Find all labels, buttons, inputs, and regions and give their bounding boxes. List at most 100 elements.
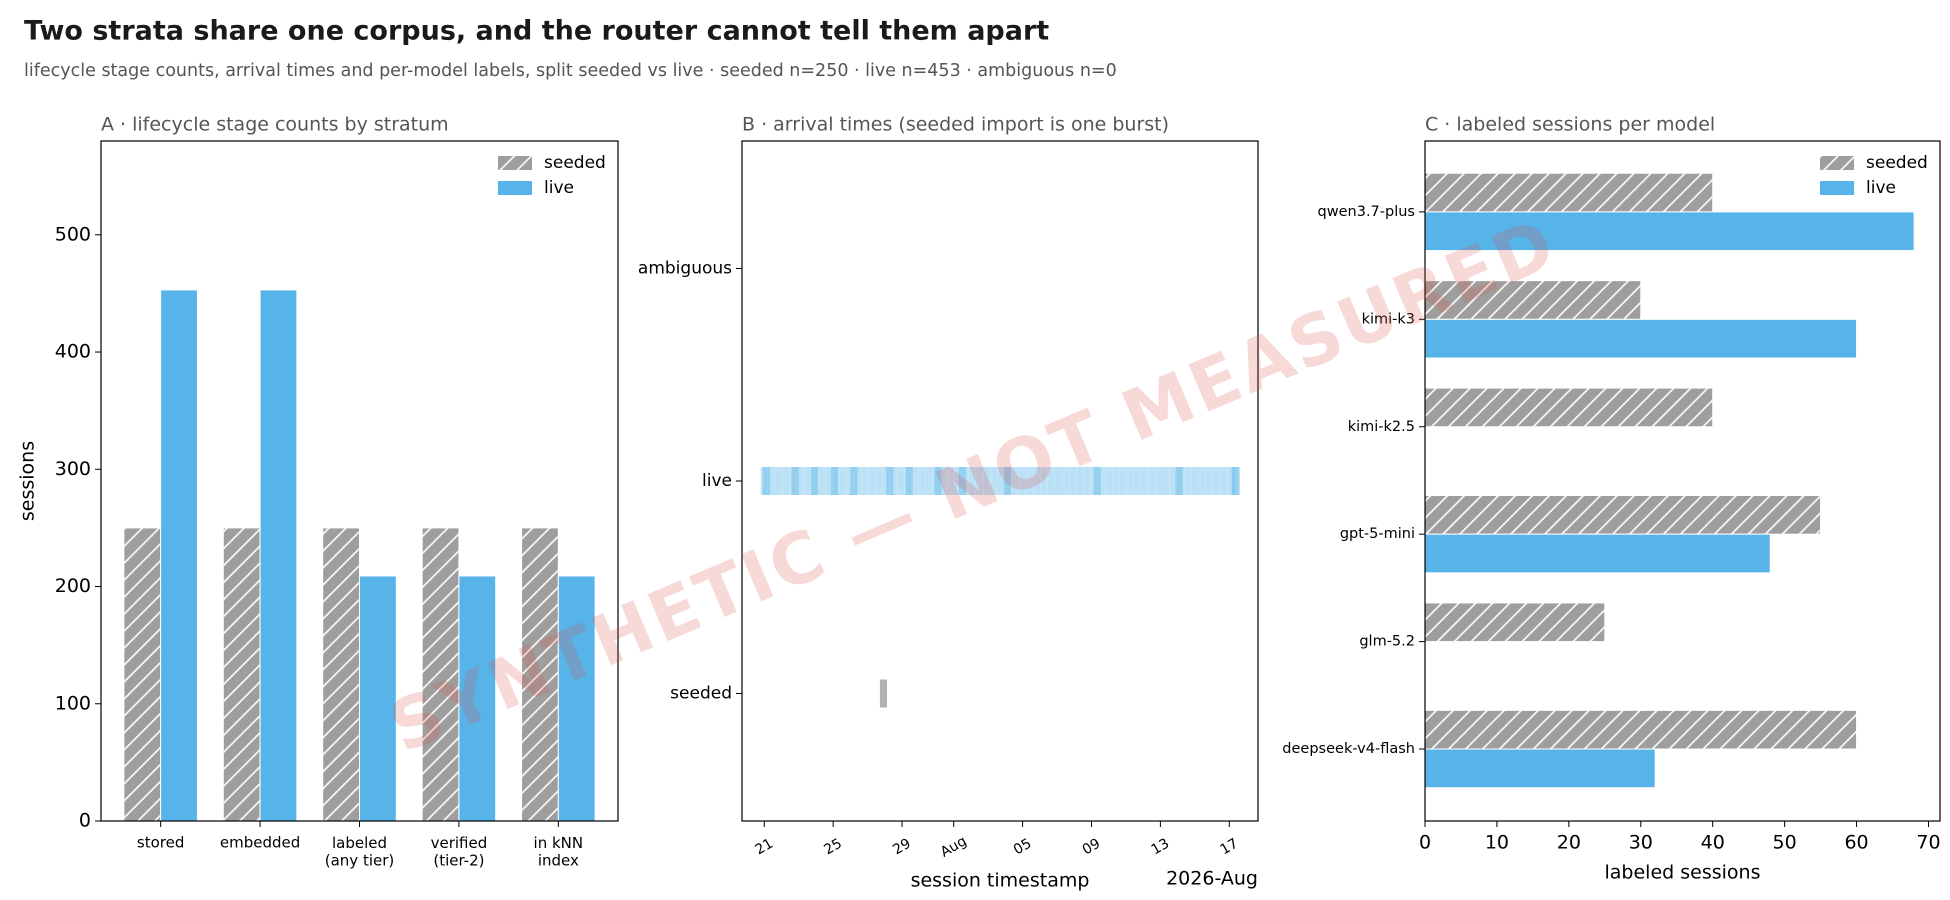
arrival-mark [879, 679, 887, 708]
legend-label: seeded [544, 153, 606, 173]
arrival-mark [882, 467, 890, 495]
panel-title: A · lifecycle stage counts by stratum [101, 114, 449, 136]
x-axis-label: labeled sessions [1605, 862, 1761, 884]
arrival-mark [1047, 467, 1055, 495]
legend-swatch [498, 156, 532, 170]
arrival-mark [868, 467, 876, 495]
arrival-mark [954, 467, 962, 495]
bar [322, 527, 361, 822]
legend-swatch [498, 181, 532, 195]
arrival-mark [767, 467, 775, 495]
arrival-mark [889, 467, 897, 495]
panel-title: C · labeled sessions per model [1425, 114, 1715, 136]
arrival-mark [1162, 467, 1170, 495]
x-tick-label: 10 [1485, 832, 1509, 854]
arrival-mark [1083, 467, 1091, 495]
bar [1424, 387, 1714, 428]
legend-label: live [544, 178, 574, 198]
arrival-mark [846, 467, 854, 495]
bar [1424, 495, 1822, 535]
bar [1424, 211, 1915, 252]
x-tick-label: 20 [1557, 832, 1581, 854]
arrival-mark [1011, 467, 1019, 495]
x-tick-label: 30 [1629, 832, 1653, 854]
arrival-mark [810, 467, 818, 495]
x-tick-label: 60 [1844, 832, 1868, 854]
y-tick-label: 0 [79, 810, 91, 832]
arrival-mark [850, 467, 858, 495]
legend-label: live [1866, 178, 1896, 198]
x-tick-label: 21 [753, 836, 776, 859]
arrival-mark [1205, 467, 1213, 495]
arrival-mark [831, 467, 839, 495]
arrival-mark [825, 467, 833, 495]
plot-frame [100, 140, 619, 822]
arrival-mark [1155, 467, 1163, 495]
figure-title: Two strata share one corpus, and the rou… [24, 16, 1049, 47]
arrival-mark [897, 467, 905, 495]
x-tick-label: 40 [1701, 832, 1725, 854]
y-tick-label: deepseek-v4-flash [1282, 741, 1415, 757]
arrival-mark [934, 467, 942, 495]
bar [421, 527, 460, 822]
arrival-mark [789, 467, 797, 495]
arrival-mark [947, 467, 955, 495]
arrival-mark [879, 679, 887, 708]
arrival-mark [810, 467, 818, 495]
arrival-mark [961, 467, 969, 495]
x-axis-label: session timestamp [911, 870, 1090, 892]
x-tick-label: 05 [1011, 836, 1034, 859]
arrival-mark [1040, 467, 1048, 495]
arrival-mark [796, 467, 804, 495]
arrival-mark [904, 467, 912, 495]
arrival-mark [839, 467, 847, 495]
x-tick-label: in kNN index [534, 834, 584, 869]
x-tick-label: labeled (any tier) [325, 834, 395, 869]
arrival-mark [1004, 467, 1012, 495]
bar [1424, 533, 1771, 574]
x-tick-label: 09 [1080, 836, 1103, 859]
arrival-mark [968, 467, 976, 495]
y-tick-label: 500 [55, 223, 91, 245]
arrival-mark [932, 467, 940, 495]
bar [259, 289, 298, 822]
arrival-mark [803, 467, 811, 495]
bar [1424, 172, 1714, 213]
x-tick-label: 50 [1773, 832, 1797, 854]
y-tick-label: qwen3.7-plus [1318, 204, 1415, 220]
arrival-mark [1169, 467, 1177, 495]
arrival-mark [1184, 467, 1192, 495]
arrival-mark [1232, 467, 1240, 495]
arrival-mark [1069, 467, 1077, 495]
x-tick-label: 29 [890, 836, 913, 859]
y-tick-label: kimi-k3 [1362, 311, 1415, 327]
y-tick-label: 400 [55, 341, 91, 363]
arrival-mark [832, 467, 840, 495]
arrival-mark [1198, 467, 1206, 495]
x-offset-label: 2026-Aug [1166, 868, 1258, 890]
arrival-mark [1126, 467, 1134, 495]
y-tick-label: glm-5.2 [1359, 634, 1415, 650]
arrival-mark [1033, 467, 1041, 495]
x-tick-label: 70 [1916, 832, 1940, 854]
arrival-mark [1054, 467, 1062, 495]
arrival-mark [1231, 467, 1239, 495]
arrival-mark [1119, 467, 1127, 495]
y-tick-label: seeded [670, 684, 732, 704]
panel-title: B · arrival times (seeded import is one … [742, 114, 1169, 136]
bar [557, 575, 596, 822]
y-tick-label: kimi-k2.5 [1348, 419, 1415, 435]
arrival-mark [1019, 467, 1027, 495]
y-tick-label: 200 [55, 575, 91, 597]
y-tick-label: 300 [55, 458, 91, 480]
x-tick-label: 25 [821, 836, 844, 859]
arrival-mark [918, 467, 926, 495]
y-axis-label: sessions [17, 441, 39, 521]
bar [1424, 709, 1858, 750]
legend-swatch [1820, 181, 1854, 195]
y-tick-label: ambiguous [638, 259, 732, 279]
arrival-mark [905, 467, 913, 495]
arrival-mark [879, 679, 887, 708]
